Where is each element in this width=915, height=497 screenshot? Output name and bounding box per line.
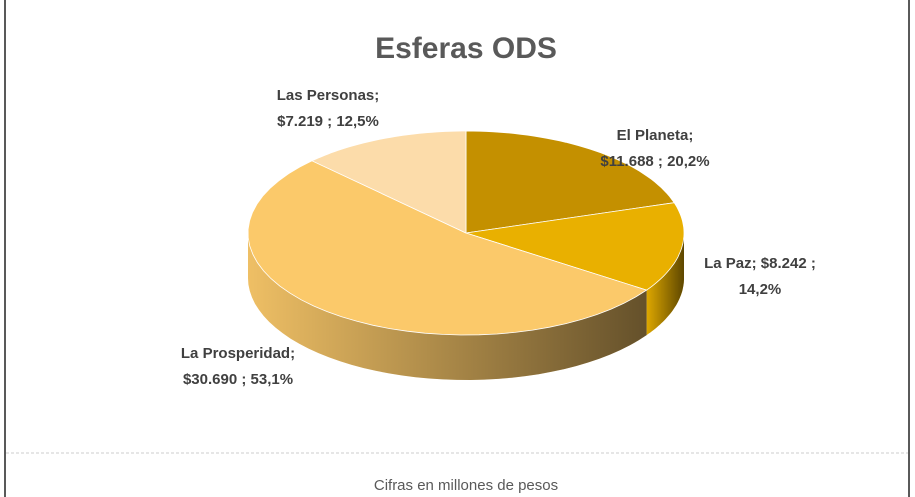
- slice: [465, 130, 675, 234]
- data-label: Las Personas;: [277, 87, 380, 104]
- pie: [247, 130, 685, 380]
- slice: [311, 130, 467, 234]
- slice-side-shade: [248, 233, 647, 380]
- footnote: Cifras en millones de pesos: [374, 477, 558, 494]
- data-label: $30.690 ; 53,1%: [183, 371, 293, 388]
- data-label: $11.688 ; 20,2%: [600, 153, 709, 170]
- data-label: El Planeta;: [617, 127, 694, 144]
- data-label: La Prosperidad;: [181, 345, 295, 362]
- data-label: 14,2%: [739, 281, 782, 298]
- slice-side-shade: [646, 233, 684, 336]
- data-label: La Paz; $8.242 ;: [704, 255, 816, 272]
- slice: [247, 160, 648, 336]
- data-label: $7.219 ; 12,5%: [277, 113, 379, 130]
- slice: [465, 202, 685, 291]
- chart-title: Esferas ODS: [375, 32, 557, 65]
